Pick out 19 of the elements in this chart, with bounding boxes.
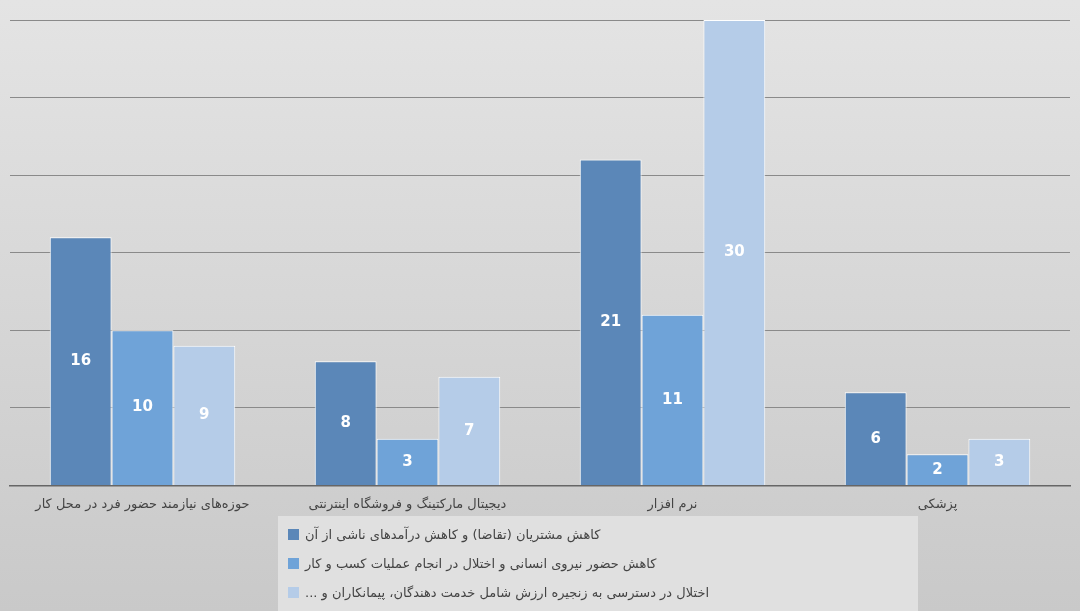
data-label: 3 (994, 451, 1005, 470)
data-label: 9 (199, 405, 210, 424)
x-tick-label: حوزه‌های نیازمند حضور فرد در محل کار (34, 495, 250, 512)
data-label: 30 (723, 242, 745, 261)
x-tick-label: نرم افزار (646, 495, 698, 512)
data-label: 2 (932, 459, 943, 478)
legend-label: کاهش مشتریان (تقاضا) و کاهش درآمدهای ناشی از آن (305, 527, 601, 542)
data-label: 3 (402, 451, 413, 470)
data-label: 8 (340, 412, 351, 431)
data-label: 6 (870, 428, 881, 447)
legend-label: اختلال در دسترسی به زنجیره ارزش شامل خدمت دهندگان، پیمانکاران و ... (305, 585, 710, 600)
data-label: 16 (70, 350, 92, 369)
legend-label: کاهش حضور نیروی انسانی و اختلال در انجام عملیات کسب و کار (305, 556, 657, 571)
x-tick-label: دیجیتال مارکتینگ و فروشگاه اینترنتی (308, 495, 507, 512)
data-label: 21 (600, 312, 622, 331)
data-label: 7 (464, 420, 475, 439)
data-label: 10 (132, 397, 153, 416)
data-label: 11 (662, 389, 683, 408)
x-tick-label: پزشکی (917, 495, 958, 512)
